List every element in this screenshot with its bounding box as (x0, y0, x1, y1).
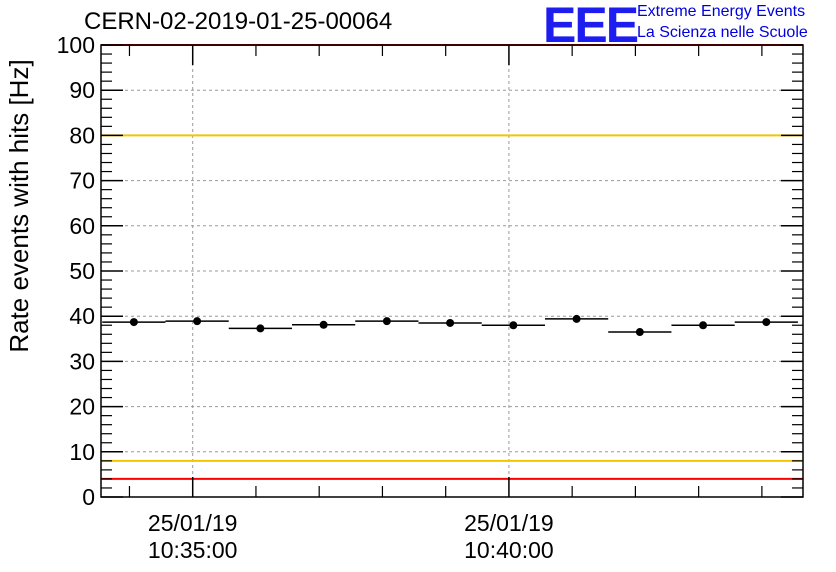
x-tick-date-label: 25/01/19 (464, 510, 554, 536)
run-title: CERN-02-2019-01-25-00064 (84, 8, 393, 35)
logo-line-1: Extreme Energy Events (637, 3, 806, 20)
data-point (129, 318, 138, 327)
logo-line-2: La Scienza nelle Scuole (637, 24, 808, 41)
y-axis-label: Rate events with hits [Hz] (4, 59, 34, 352)
axis-labels: 010203040506070809010025/01/1910:35:0025… (57, 32, 554, 563)
data-point (446, 318, 455, 327)
data-point (699, 321, 708, 330)
eee-logo: EEE (543, 0, 639, 53)
y-tick-label: 50 (69, 258, 95, 284)
y-tick-label: 30 (69, 348, 95, 374)
data-point (319, 320, 328, 329)
x-tick-time-label: 10:40:00 (464, 537, 554, 563)
y-tick-label: 90 (69, 77, 95, 103)
y-tick-label: 10 (69, 439, 95, 465)
data-point (256, 324, 265, 333)
y-tick-label: 100 (57, 32, 95, 58)
data-point (509, 321, 518, 330)
axis-ticks (101, 44, 803, 498)
data-points (102, 314, 798, 337)
y-tick-label: 40 (69, 303, 95, 329)
y-tick-label: 70 (69, 168, 95, 194)
reference-lines (101, 44, 803, 480)
data-point (193, 317, 202, 326)
y-tick-label: 20 (69, 394, 95, 420)
x-tick-date-label: 25/01/19 (148, 510, 238, 536)
y-tick-label: 60 (69, 213, 95, 239)
grid-layer (101, 45, 803, 497)
data-point (572, 314, 581, 323)
data-point (635, 328, 644, 337)
y-tick-label: 0 (82, 484, 95, 510)
x-tick-time-label: 10:35:00 (148, 537, 238, 563)
y-tick-label: 80 (69, 122, 95, 148)
data-point (382, 317, 391, 326)
data-point (762, 318, 771, 327)
